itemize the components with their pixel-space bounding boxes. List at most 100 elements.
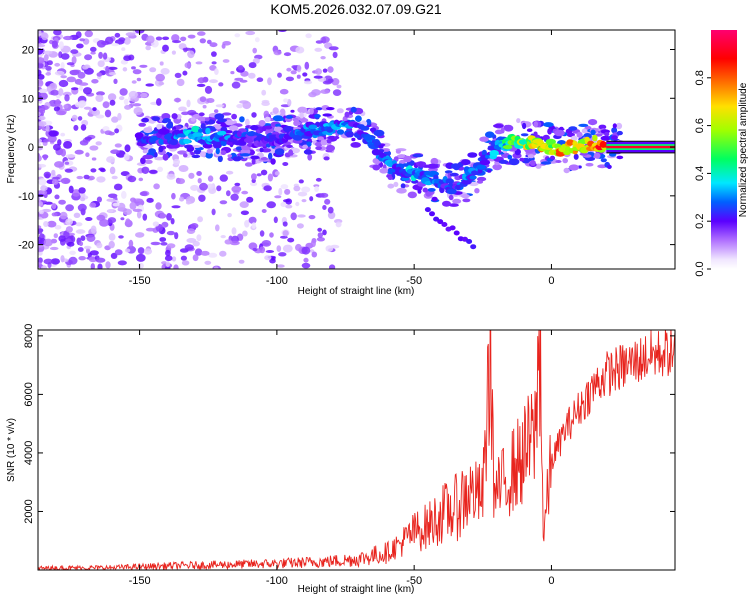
noise-blob <box>128 90 138 99</box>
noise-blob <box>108 66 118 70</box>
noise-blob <box>206 98 215 103</box>
noise-blob <box>51 169 56 176</box>
ridge-blob <box>563 150 571 155</box>
ridge-blob <box>476 164 487 170</box>
noise-blob <box>135 232 145 238</box>
halo-blob <box>616 130 623 136</box>
noise-blob <box>276 264 285 268</box>
noise-blob <box>209 79 218 84</box>
noise-blob <box>187 34 196 39</box>
noise-blob <box>196 234 202 242</box>
noise-blob <box>234 33 241 38</box>
halo-blob <box>579 152 588 156</box>
noise-blob <box>90 225 97 234</box>
echo-blob <box>470 244 477 250</box>
noise-blob <box>41 265 47 269</box>
noise-blob <box>114 32 121 38</box>
noise-blob <box>311 251 318 258</box>
halo-blob <box>562 158 568 164</box>
halo-blob <box>231 113 238 120</box>
halo-blob <box>250 155 260 160</box>
noise-blob <box>226 190 231 197</box>
noise-blob <box>263 110 270 118</box>
noise-blob <box>125 218 131 225</box>
noise-blob <box>56 110 66 116</box>
noise-blob <box>285 198 293 205</box>
noise-blob <box>162 44 169 52</box>
halo-blob <box>260 157 268 161</box>
noise-blob <box>111 116 119 123</box>
halo-blob <box>507 154 513 160</box>
noise-blob <box>259 246 266 254</box>
noise-blob <box>60 255 65 263</box>
noise-blob <box>159 61 164 66</box>
noise-blob <box>96 242 103 249</box>
halo-blob <box>519 157 525 162</box>
halo-blob <box>204 117 210 122</box>
noise-blob <box>145 83 154 87</box>
noise-blob <box>47 220 57 228</box>
noise-blob <box>54 225 62 230</box>
noise-blob <box>131 80 137 84</box>
noise-blob <box>47 134 57 143</box>
noise-blob <box>74 149 84 155</box>
halo-blob <box>396 187 407 194</box>
noise-blob <box>166 173 176 180</box>
noise-blob <box>123 37 131 45</box>
noise-blob <box>49 246 59 251</box>
colorbar-tick-label: 0.2 <box>694 214 706 229</box>
noise-blob <box>43 50 53 55</box>
noise-blob <box>157 166 164 172</box>
halo-blob <box>598 124 607 130</box>
noise-blob <box>96 196 102 203</box>
noise-blob <box>239 79 248 83</box>
halo-blob <box>217 155 223 163</box>
noise-blob <box>38 111 41 117</box>
noise-blob <box>64 161 70 165</box>
noise-blob <box>129 201 137 210</box>
noise-blob <box>90 51 96 55</box>
halo-blob <box>299 112 304 119</box>
halo-blob <box>508 158 520 166</box>
halo-blob <box>161 113 171 120</box>
noise-blob <box>77 247 84 252</box>
spectrogram-xtick-label: -50 <box>406 275 422 287</box>
noise-blob <box>317 232 323 239</box>
noise-blob <box>199 182 208 191</box>
noise-blob <box>196 83 206 87</box>
halo-blob <box>573 153 579 160</box>
noise-blob <box>108 240 115 249</box>
halo-blob <box>461 159 471 166</box>
noise-blob <box>106 156 116 163</box>
halo-blob <box>533 131 538 137</box>
noise-blob <box>328 46 339 51</box>
noise-blob <box>174 72 182 78</box>
halo-blob <box>365 118 372 126</box>
noise-blob <box>75 229 86 234</box>
echo-blob <box>437 219 444 225</box>
noise-blob <box>238 259 245 264</box>
noise-blob <box>84 30 94 38</box>
noise-blob <box>48 130 58 137</box>
halo-blob <box>479 136 489 142</box>
noise-blob <box>239 201 249 209</box>
noise-blob <box>166 230 175 236</box>
spectrogram-panel: -150 -100 -50 0 20 10 0 -10 -20 Height of straig… <box>6 29 676 297</box>
halo-blob <box>462 198 471 203</box>
colorbar-tick-label: 0.0 <box>694 261 706 276</box>
halo-blob <box>516 118 521 124</box>
noise-blob <box>118 37 126 42</box>
noise-blob <box>214 68 219 75</box>
halo-blob <box>286 144 293 148</box>
noise-blob <box>192 240 200 247</box>
noise-blob <box>88 175 95 181</box>
ridge-blob <box>360 125 370 131</box>
noise-blob <box>59 211 68 220</box>
noise-blob <box>110 252 118 259</box>
halo-blob <box>607 164 612 169</box>
noise-blob <box>184 62 192 69</box>
noise-blob <box>40 185 48 192</box>
noise-blob <box>160 242 168 246</box>
noise-blob <box>58 41 64 50</box>
ridge-blob <box>592 134 598 142</box>
